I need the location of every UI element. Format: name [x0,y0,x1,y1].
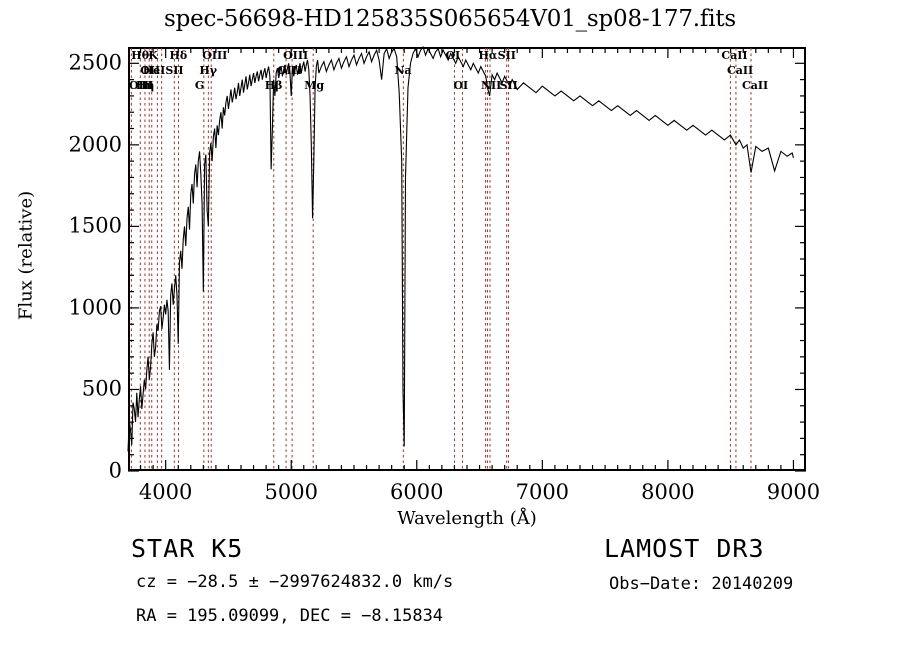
redshift-velocity: cz = −28.5 ± −2997624832.0 km/s [136,572,454,592]
spectral-line-label: OI [453,79,469,92]
spectral-line-label: OIII [202,49,228,62]
spectral-line-label: NII [480,79,502,92]
spectral-line-label: Hδ [169,49,188,62]
y-tick-label: 1500 [68,213,122,238]
spectral-line-label: Hβ [264,79,283,92]
spectral-line-label: H [142,79,154,92]
y-axis-tick-labels: 0 500 1000 1500 2000 2500 [58,47,122,481]
coordinates: RA = 195.09099, DEC = −8.15834 [136,606,444,626]
x-axis-title: Wavelength (Å) [397,508,537,529]
spectral-line-label: CaII [726,64,754,77]
spectral-line-label: CaII [742,79,769,92]
spectral-line-label: SII [499,79,518,92]
spectral-line-label: G [194,79,205,92]
spectral-line-label: K [148,49,158,62]
spectral-line-label: Hη [135,79,155,92]
spectral-line-label: SII [497,49,516,62]
x-tick-label: 9000 [766,480,821,504]
spectral-line-label: OIII [277,64,303,77]
spectral-line-label: Hγ [199,64,217,77]
y-tick-label: 0 [108,458,122,483]
x-tick-label: 6000 [390,480,444,504]
y-tick-label: 2500 [68,50,122,75]
y-tick-label: 2000 [68,132,122,157]
plot-frame [128,47,806,471]
observation-date: Obs−Date: 20140209 [609,574,794,594]
spectral-line-label: OI [445,49,461,62]
spectral-line-label: CaII [721,49,748,62]
spectral-line-label: Na [394,64,412,77]
spectral-line-label: OII [140,64,161,77]
spectral-line-label: HeI [142,64,166,77]
y-tick-label: 1000 [68,295,122,320]
y-axis-title: Flux (relative) [15,190,37,321]
spectral-line-label: Hθ [131,49,150,62]
spectral-line-label: OII [129,79,149,92]
spectral-line-label: SII [165,64,184,77]
object-type-and-class: STAR K5 [131,534,244,563]
spectral-line-label: Mg [304,79,325,92]
x-axis-tick-labels: 4000 5000 6000 7000 8000 9000 [0,480,900,508]
spectral-line-label: Hα [478,49,498,62]
metadata-footer: STAR K5 LAMOST DR3 cz = −28.5 ± −2997624… [0,528,900,648]
survey-label: LAMOST DR3 [604,534,765,563]
x-tick-label: 8000 [641,480,695,504]
spectral-line-label: OIII [283,49,309,62]
x-tick-label: 7000 [515,480,570,504]
page-title: spec-56698-HD125835S065654V01_sp08-177.f… [163,6,737,32]
x-tick-label: 4000 [138,480,193,504]
x-tick-label: 5000 [264,480,318,504]
y-tick-label: 500 [81,376,122,401]
